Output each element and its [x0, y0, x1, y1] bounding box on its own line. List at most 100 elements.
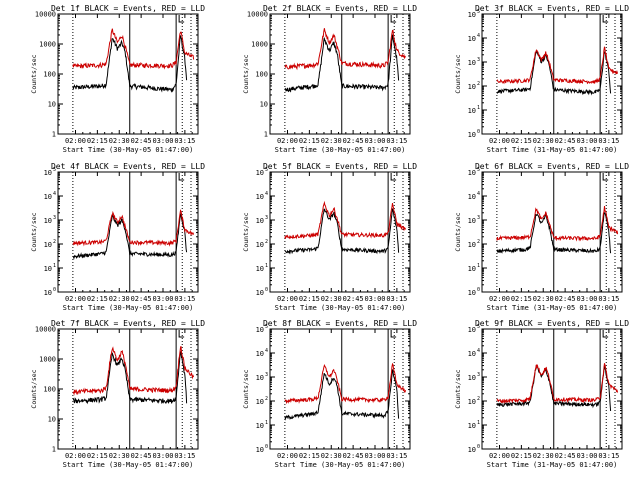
chart-panel: Det 6f BLACK = Events, RED = LLD Start Ti…	[454, 162, 629, 312]
x-tick-label: 02:30	[533, 452, 554, 460]
y-tick-label: 1000	[39, 356, 56, 364]
y-tick-exponent: 2	[265, 239, 268, 245]
x-tick-label: 02:00	[489, 295, 510, 303]
y-tick-label: 10	[256, 169, 264, 177]
lld-series-line	[284, 362, 407, 405]
y-axis-label: Counts/sec	[242, 212, 250, 251]
y-tick-exponent: 5	[477, 167, 480, 173]
x-tick-label: 02:30	[109, 137, 130, 145]
x-tick-label: 03:15	[174, 295, 195, 303]
y-tick-label: 10	[256, 446, 264, 454]
y-tick-exponent: 0	[477, 129, 480, 135]
events-series-line	[284, 208, 400, 255]
events-series-line	[496, 365, 612, 412]
y-tick-label: 10	[256, 374, 264, 382]
lld-series-line	[496, 46, 619, 85]
y-tick-label: 10	[468, 265, 476, 273]
events-series-line	[72, 213, 188, 260]
chart-panel: Det 2f BLACK = Events, RED = LLD Start Ti…	[242, 4, 417, 154]
x-tick-label: 03:15	[386, 452, 407, 460]
flag-marker	[178, 173, 185, 181]
x-tick-label: 02:45	[343, 452, 364, 460]
x-axis-label: Start Time (30-May-05 01:47:00)	[63, 461, 194, 469]
y-tick-exponent: 4	[477, 33, 480, 39]
flag-marker	[178, 15, 185, 23]
x-tick-label: 03:15	[598, 452, 619, 460]
x-tick-label: 02:15	[511, 137, 532, 145]
y-tick-label: 10	[44, 265, 52, 273]
y-tick-exponent: 1	[265, 420, 268, 426]
lld-series-line	[72, 209, 195, 247]
events-series-line	[496, 49, 612, 96]
plot-frame	[481, 328, 623, 450]
y-tick-label: 100	[43, 386, 56, 394]
y-tick-exponent: 5	[265, 167, 268, 173]
y-tick-label: 10	[468, 193, 476, 201]
y-tick-label: 10	[468, 446, 476, 454]
y-tick-label: 10	[44, 289, 52, 297]
y-tick-label: 10	[468, 83, 476, 91]
y-tick-exponent: 2	[477, 81, 480, 87]
y-tick-label: 1	[264, 131, 268, 139]
y-tick-label: 10	[256, 241, 264, 249]
x-tick-label: 02:15	[299, 137, 320, 145]
y-tick-label: 10	[256, 265, 264, 273]
x-tick-label: 02:15	[87, 137, 108, 145]
plot-frame	[481, 13, 623, 135]
x-axis-label: Start Time (30-May-05 01:47:00)	[63, 304, 194, 312]
y-tick-exponent: 4	[477, 348, 480, 354]
y-axis-label: Counts/sec	[242, 54, 250, 93]
x-tick-label: 03:15	[174, 137, 195, 145]
x-tick-label: 02:30	[109, 295, 130, 303]
x-tick-label: 03:15	[386, 137, 407, 145]
y-tick-label: 10	[468, 398, 476, 406]
y-axis-label: Counts/sec	[30, 212, 38, 251]
y-tick-label: 10000	[35, 326, 56, 334]
y-tick-label: 10	[44, 217, 52, 225]
events-series-line	[284, 34, 400, 93]
y-tick-label: 1	[52, 446, 56, 454]
lld-series-line	[72, 346, 195, 396]
y-axis-label: Counts/sec	[454, 369, 462, 408]
plot-frame	[57, 171, 199, 293]
x-tick-label: 02:30	[533, 137, 554, 145]
y-tick-exponent: 3	[265, 372, 268, 378]
flag-marker	[602, 15, 609, 23]
x-tick-label: 02:00	[65, 137, 86, 145]
y-tick-label: 10	[468, 107, 476, 115]
x-tick-label: 02:45	[131, 452, 152, 460]
x-tick-label: 03:00	[364, 137, 385, 145]
plot-frame	[481, 171, 623, 293]
y-tick-exponent: 2	[53, 239, 56, 245]
y-tick-label: 10	[468, 131, 476, 139]
y-tick-exponent: 4	[265, 348, 268, 354]
y-tick-label: 10	[44, 169, 52, 177]
x-tick-label: 02:45	[555, 137, 576, 145]
y-tick-exponent: 3	[477, 215, 480, 221]
x-tick-label: 02:00	[277, 452, 298, 460]
chart-panel: Det 8f BLACK = Events, RED = LLD Start Ti…	[242, 319, 417, 469]
x-tick-label: 02:45	[343, 295, 364, 303]
x-axis-label: Start Time (30-May-05 01:47:00)	[275, 461, 406, 469]
y-tick-exponent: 4	[53, 191, 56, 197]
y-tick-label: 10	[44, 193, 52, 201]
x-tick-label: 03:00	[364, 295, 385, 303]
x-tick-label: 02:15	[87, 295, 108, 303]
y-tick-label: 10	[468, 241, 476, 249]
chart-title: Det 3f BLACK = Events, RED = LLD	[475, 4, 629, 13]
flag-marker	[390, 330, 397, 338]
x-tick-label: 03:00	[364, 452, 385, 460]
x-tick-label: 02:45	[555, 295, 576, 303]
y-tick-exponent: 3	[265, 215, 268, 221]
y-axis-label: Counts/sec	[454, 212, 462, 251]
y-tick-label: 10	[256, 326, 264, 334]
y-tick-label: 10	[468, 11, 476, 19]
chart-panel: Det 1f BLACK = Events, RED = LLD Start Ti…	[30, 4, 205, 154]
lld-series-line	[496, 206, 619, 242]
x-tick-label: 02:00	[277, 137, 298, 145]
x-tick-label: 03:15	[598, 295, 619, 303]
flag-marker	[602, 330, 609, 338]
lld-series-line	[284, 200, 407, 240]
chart-title: Det 6f BLACK = Events, RED = LLD	[475, 162, 629, 171]
